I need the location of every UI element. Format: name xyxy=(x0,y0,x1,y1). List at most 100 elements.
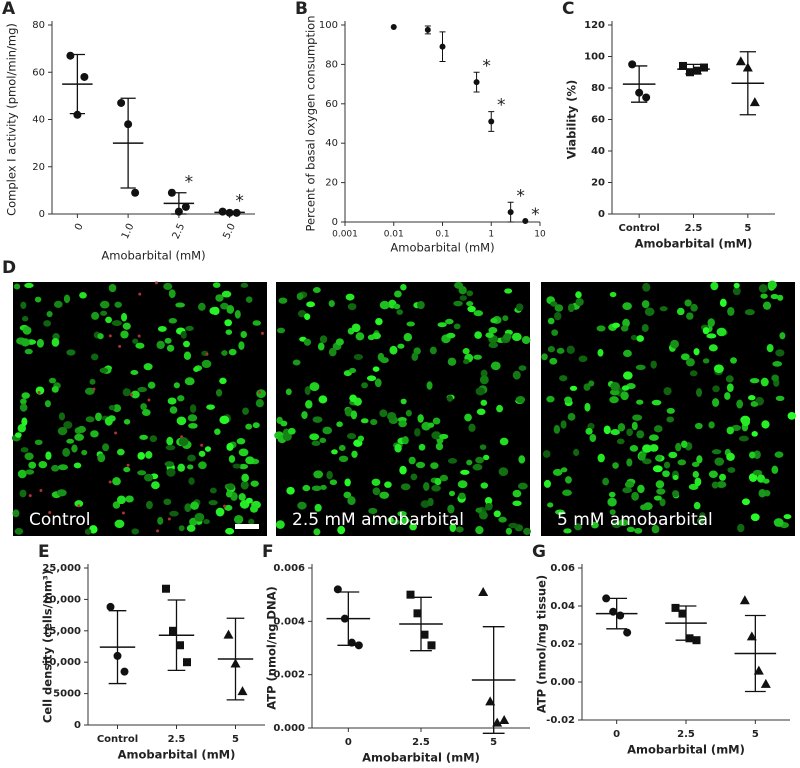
y-tick-label: -0.02 xyxy=(546,715,575,726)
cell xyxy=(372,366,380,372)
cell xyxy=(408,456,416,465)
cell xyxy=(348,367,357,374)
cell xyxy=(432,417,441,425)
x-tick-label: 0.001 xyxy=(332,230,358,240)
cell xyxy=(418,443,426,451)
cell xyxy=(399,465,407,475)
cell xyxy=(635,364,646,371)
cell xyxy=(139,434,149,440)
cell xyxy=(468,423,476,432)
cell xyxy=(475,525,484,535)
cell xyxy=(225,490,233,498)
cell xyxy=(439,433,449,440)
point xyxy=(679,61,687,70)
cell xyxy=(48,377,57,384)
cell xyxy=(84,387,95,395)
cell xyxy=(556,347,565,354)
cell xyxy=(178,437,189,447)
cell xyxy=(121,511,125,515)
cell xyxy=(368,507,378,515)
point xyxy=(406,590,415,599)
cell xyxy=(476,408,486,416)
cell xyxy=(707,318,715,328)
cell xyxy=(384,481,392,488)
cell xyxy=(650,360,657,369)
cell xyxy=(749,378,760,384)
panel-label: E xyxy=(38,542,50,562)
cell xyxy=(773,518,784,527)
cell xyxy=(34,296,42,303)
cell xyxy=(447,504,455,514)
cell xyxy=(453,323,461,330)
cell xyxy=(498,516,507,523)
cell xyxy=(716,327,727,337)
cell xyxy=(140,403,147,411)
y-tick-label: 80 xyxy=(32,20,45,31)
cell xyxy=(51,386,59,393)
cell xyxy=(221,290,232,298)
cell xyxy=(751,431,758,437)
cell xyxy=(445,318,454,325)
cell xyxy=(347,496,356,506)
cell xyxy=(90,353,99,361)
cell xyxy=(297,501,307,510)
cell xyxy=(483,454,490,461)
x-tick-label: 2.5 xyxy=(412,737,430,748)
cell xyxy=(24,282,34,288)
cell xyxy=(569,385,578,391)
cell xyxy=(466,301,474,307)
cell xyxy=(612,462,619,469)
point xyxy=(183,658,191,667)
cell xyxy=(640,504,648,511)
cell xyxy=(779,332,786,340)
cell xyxy=(464,413,472,422)
cell xyxy=(462,348,470,355)
cell xyxy=(498,467,509,477)
cell xyxy=(169,510,179,517)
cell xyxy=(644,307,655,316)
cell xyxy=(20,447,29,453)
cell xyxy=(372,487,381,496)
point xyxy=(333,585,342,594)
cell xyxy=(726,426,735,435)
cell xyxy=(17,469,27,479)
cell xyxy=(77,504,81,508)
cell xyxy=(317,342,325,351)
cell xyxy=(108,334,112,338)
cell xyxy=(693,501,701,510)
cell xyxy=(427,422,435,428)
x-axis-title: Amobarbital (mM) xyxy=(362,751,480,765)
cells xyxy=(274,281,531,536)
cell xyxy=(618,519,629,527)
x-tick-label: 5 xyxy=(752,729,759,740)
cell xyxy=(762,478,770,484)
cell xyxy=(282,432,292,441)
cell xyxy=(748,395,756,401)
cell xyxy=(145,500,153,510)
cell xyxy=(79,292,87,299)
point xyxy=(753,665,764,675)
cell xyxy=(240,282,249,288)
cell xyxy=(772,361,783,367)
cell xyxy=(637,484,645,494)
cell xyxy=(309,433,320,441)
cell xyxy=(85,416,95,423)
cell xyxy=(446,395,453,402)
cell xyxy=(546,395,555,403)
point xyxy=(420,630,429,639)
x-tick-label: Control xyxy=(97,734,138,745)
cell xyxy=(553,424,561,434)
cell xyxy=(311,485,322,492)
point xyxy=(760,678,771,688)
cell xyxy=(475,387,485,396)
cell xyxy=(620,391,629,401)
x-tick-label: 5 xyxy=(744,223,751,234)
cell xyxy=(666,407,675,414)
micrograph xyxy=(276,282,530,536)
panel-label: B xyxy=(295,0,308,19)
cell xyxy=(499,437,509,446)
cell xyxy=(708,470,718,479)
cell xyxy=(165,444,176,451)
cell xyxy=(453,300,463,307)
cell xyxy=(474,331,482,339)
